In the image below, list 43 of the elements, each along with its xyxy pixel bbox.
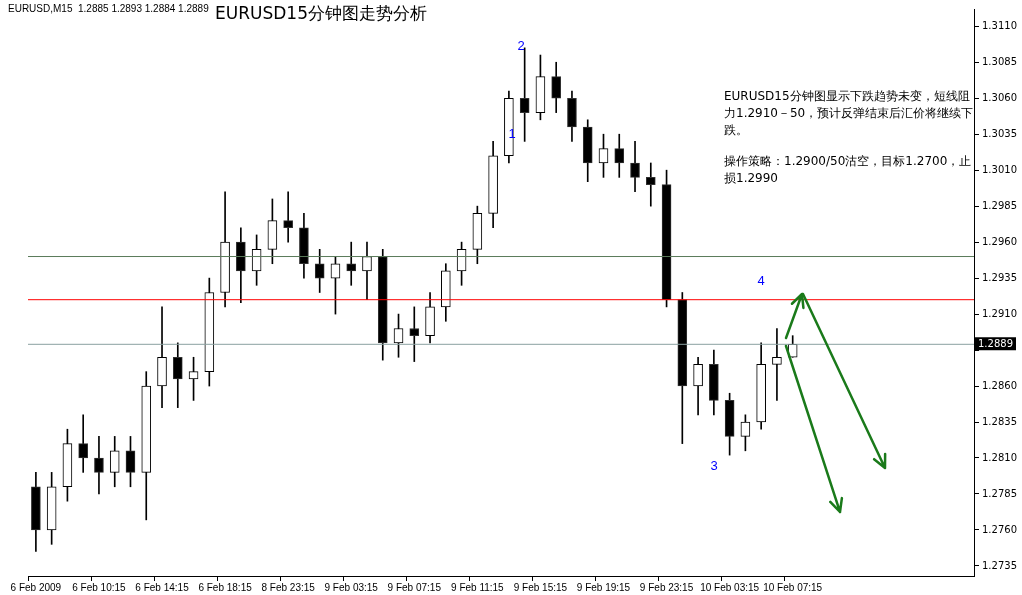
x-tick-label: 9 Feb 23:15	[639, 581, 694, 593]
candlestick	[78, 414, 89, 473]
x-tick-label: 8 Feb 23:15	[261, 581, 316, 593]
y-tick-label: 1.3060	[982, 91, 1018, 103]
y-tick-label: 1.2835	[982, 415, 1018, 427]
candlestick	[346, 241, 357, 286]
annotation: 操作策略：1.2900/50沽空，目标1.2700，止损1.2990	[724, 153, 973, 187]
y-tick-label: 1.2785	[982, 487, 1018, 499]
annotation: 3	[710, 457, 718, 473]
y-tick-label: 1.2760	[982, 523, 1018, 535]
y-tick-label: 1.2935	[982, 271, 1018, 283]
x-tick-label: 9 Feb 15:15	[513, 581, 568, 593]
chart-title: EURUSD15分钟图走势分析	[215, 2, 427, 25]
x-tick-label: 10 Feb 07:15	[763, 581, 823, 593]
candlestick	[409, 306, 420, 362]
x-tick-label: 6 Feb 10:15	[72, 581, 127, 593]
y-tick-label: 1.2860	[982, 379, 1018, 391]
candlestick	[772, 328, 782, 401]
x-tick-label: 9 Feb 11:15	[451, 581, 505, 593]
annotation: EURUSD,M15 1.2885 1.2893 1.2884 1.2889	[8, 3, 209, 14]
x-tick-label: 10 Feb 03:15	[700, 581, 760, 593]
candlestick	[283, 191, 293, 243]
y-tick-label: 1.2960	[982, 235, 1018, 247]
candlestick	[645, 162, 656, 207]
x-tick-label: 9 Feb 07:15	[387, 581, 442, 593]
ref-line-label: 1.2889	[978, 337, 1014, 349]
x-tick-label: 6 Feb 14:15	[135, 581, 190, 593]
y-tick-label: 1.3110	[982, 19, 1018, 31]
y-tick-label: 1.2985	[982, 199, 1018, 211]
y-tick-label: 1.2735	[982, 559, 1018, 571]
y-tick-label: 1.2810	[982, 451, 1018, 463]
x-tick-label: 6 Feb 18:15	[198, 581, 253, 593]
y-tick-label: 1.3085	[982, 55, 1018, 67]
annotation: 2	[517, 37, 525, 53]
y-tick-label: 1.3035	[982, 127, 1018, 139]
x-tick-label: 9 Feb 03:15	[324, 581, 379, 593]
annotation: EURUSD15分钟图显示下跌趋势未变，短线阻力1.2910－50，预计反弹结束后汇价将继续下跌。	[724, 88, 974, 139]
y-tick-label: 1.3010	[982, 163, 1018, 175]
annotation: 4	[757, 272, 765, 288]
x-tick-label: 6 Feb 2009	[10, 581, 62, 593]
x-tick-label: 9 Feb 19:15	[576, 581, 631, 593]
y-tick-label: 1.2910	[982, 307, 1018, 319]
annotation: 1	[508, 125, 516, 141]
